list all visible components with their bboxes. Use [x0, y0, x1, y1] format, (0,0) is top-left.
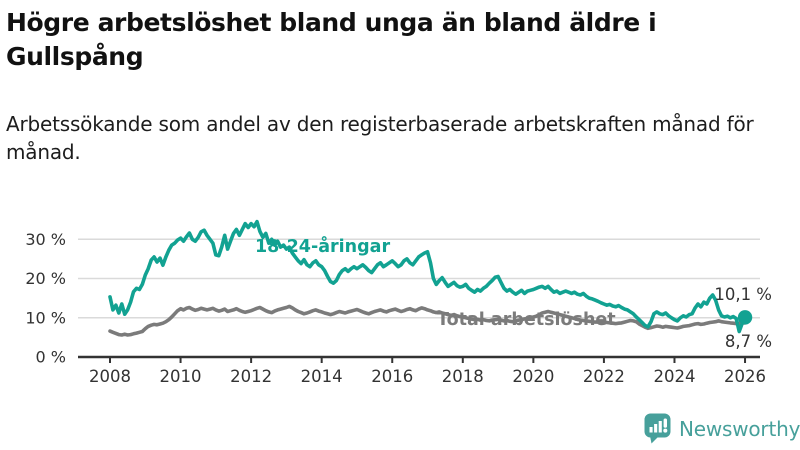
- x-tick-label: 2016: [371, 367, 413, 386]
- brand-name: Newsworthy: [679, 416, 800, 441]
- x-tick-label: 2008: [89, 367, 131, 386]
- series-line-18-24-åringar: [108, 219, 747, 334]
- y-tick-label: 20 %: [25, 269, 66, 288]
- end-value-label-young: 10,1 %: [714, 285, 772, 304]
- x-tick-label: 2024: [653, 367, 695, 386]
- x-tick-label: 2010: [160, 367, 202, 386]
- y-tick-label: 10 %: [25, 308, 66, 327]
- chart-header: Högre arbetslöshet bland unga än bland ä…: [6, 6, 776, 74]
- y-tick-label: 30 %: [25, 230, 66, 249]
- brand-footer: Newsworthy: [644, 413, 800, 444]
- series-line-Total arbetslöshet: [108, 304, 747, 337]
- x-tick-label: 2026: [724, 367, 766, 386]
- chart-subtitle: Arbetssökande som andel av den registerb…: [6, 112, 754, 164]
- end-value-label-total: 8,7 %: [724, 332, 772, 351]
- bar-chart-speech-bubble-icon: [644, 413, 671, 444]
- x-tick-label: 2020: [512, 367, 554, 386]
- x-tick-label: 2012: [230, 367, 272, 386]
- x-tick-label: 2014: [301, 367, 343, 386]
- series-label-total: Total arbetslöshet: [437, 310, 616, 330]
- x-tick-label: 2022: [583, 367, 625, 386]
- y-tick-label: 0 %: [36, 348, 66, 367]
- series-label-young: 18-24-åringar: [255, 237, 391, 257]
- x-tick-label: 2018: [442, 367, 484, 386]
- newsworthy-logo[interactable]: Newsworthy: [644, 413, 800, 444]
- chart-title: Högre arbetslöshet bland unga än bland ä…: [6, 8, 657, 71]
- series-end-dot: [737, 310, 753, 325]
